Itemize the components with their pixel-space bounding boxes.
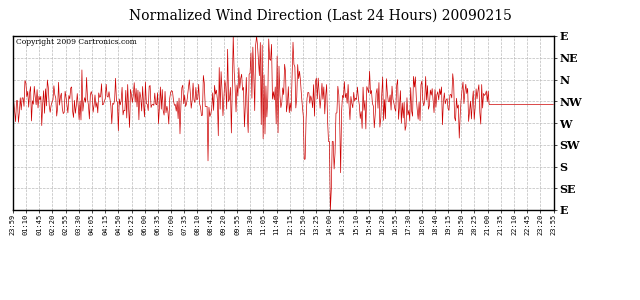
Text: Copyright 2009 Cartronics.com: Copyright 2009 Cartronics.com (15, 38, 136, 46)
Text: Normalized Wind Direction (Last 24 Hours) 20090215: Normalized Wind Direction (Last 24 Hours… (129, 9, 511, 23)
